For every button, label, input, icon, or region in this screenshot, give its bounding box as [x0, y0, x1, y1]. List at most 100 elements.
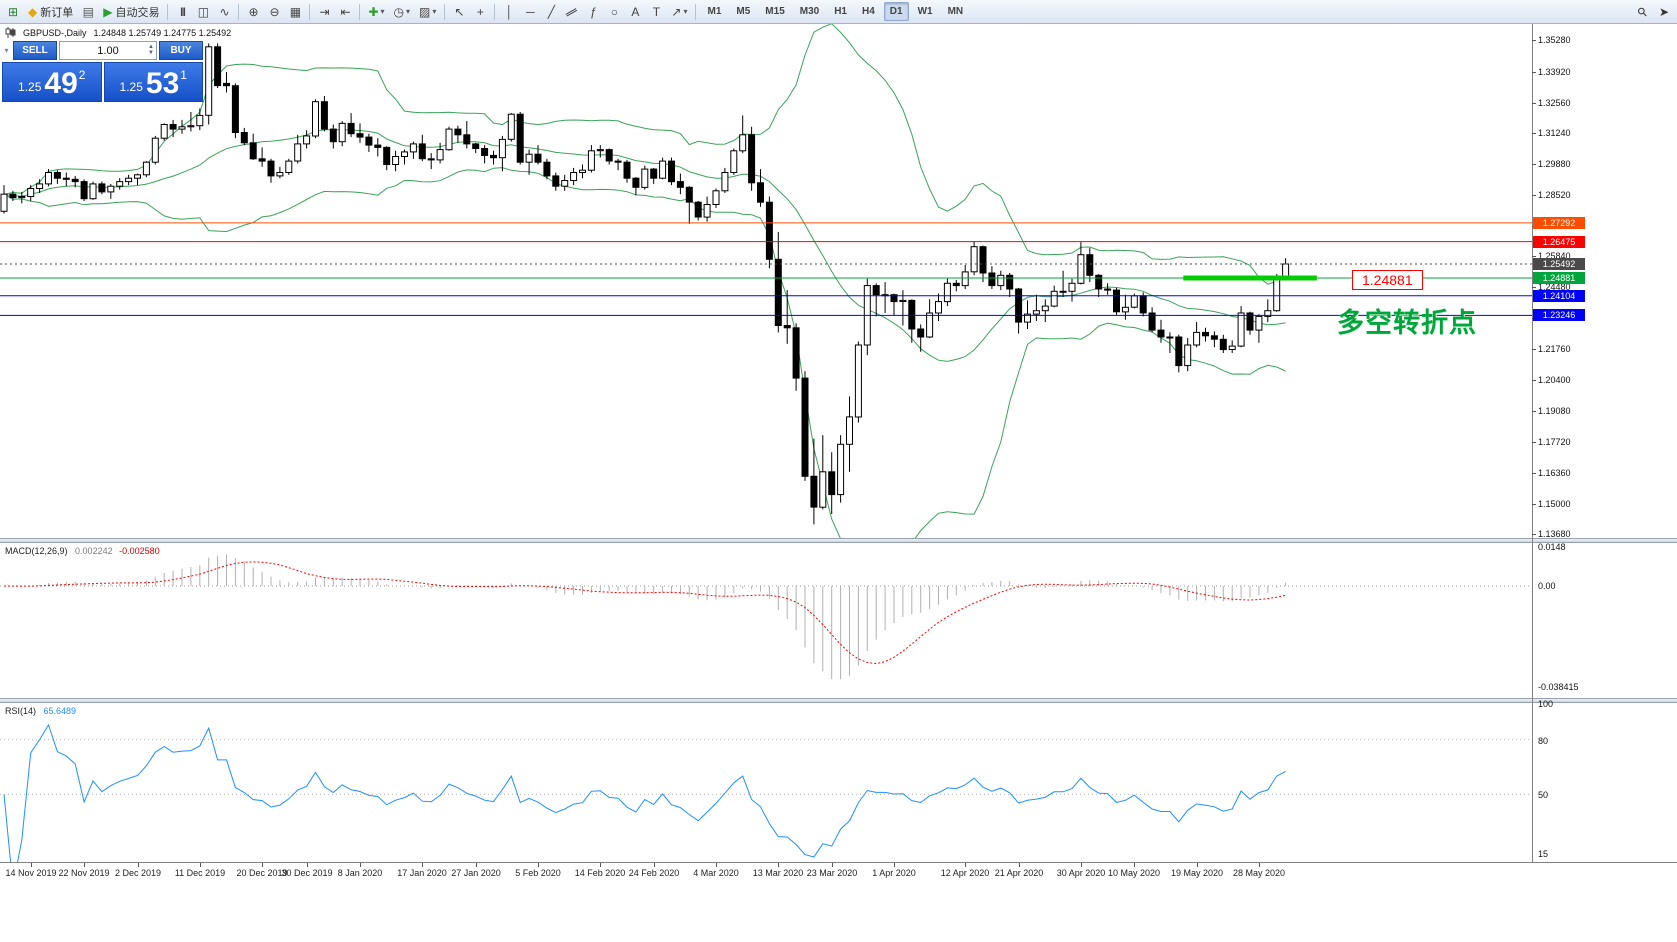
volume-input[interactable]: 1.00 ▲ ▼: [59, 41, 157, 60]
macd-axis-label: 0.0148: [1538, 542, 1566, 552]
search-button[interactable]: ⚲: [1632, 2, 1652, 22]
panel-separator[interactable]: [0, 698, 1677, 703]
line-chart-type-button[interactable]: ∿: [214, 2, 234, 22]
shapes-button[interactable]: ○: [604, 2, 624, 22]
indicators-button[interactable]: ✚ ▾: [364, 2, 388, 22]
periods-button[interactable]: ◷ ▾: [390, 2, 415, 22]
cursor-button[interactable]: ↖: [449, 2, 469, 22]
buy-button[interactable]: BUY: [159, 41, 203, 60]
autotrading-button-label: 自动交易: [115, 6, 160, 19]
timeframe-m15-button[interactable]: M15: [765, 6, 785, 17]
spinner-down-icon[interactable]: ▼: [148, 50, 154, 56]
channel-button[interactable]: ∥: [562, 2, 582, 22]
arrows-button[interactable]: ↗ ▾: [667, 2, 691, 22]
candle-body: [1246, 312, 1254, 331]
date-tick: [832, 863, 833, 867]
candle-body: [1113, 289, 1120, 313]
timeframe-h4-button[interactable]: H4: [862, 6, 875, 17]
candle-body: [107, 185, 115, 193]
one-click-collapse-arrow[interactable]: ▾: [4, 46, 9, 55]
panel-separator[interactable]: [0, 538, 1677, 543]
rsi-chart[interactable]: [0, 703, 1532, 862]
sell-price-panel[interactable]: 1.25 49 2: [2, 62, 102, 102]
x-axis-label: 14 Nov 2019: [5, 868, 57, 878]
candle-body: [614, 160, 622, 163]
timeframe-m1-button[interactable]: M1: [707, 6, 722, 17]
timeframe-mn-button[interactable]: MN: [947, 6, 964, 17]
x-axis-label: 12 Apr 2020: [940, 868, 990, 878]
spinner-up-icon[interactable]: ▲: [148, 44, 154, 50]
x-axis-label: 21 Apr 2020: [994, 868, 1044, 878]
magnifier-icon: ⚲: [1633, 3, 1651, 20]
buy-price-panel[interactable]: 1.25 53 1: [103, 62, 203, 102]
timeframe-m30-button[interactable]: M30: [799, 6, 820, 17]
candle-body: [650, 168, 658, 179]
candle-body: [1184, 344, 1192, 367]
timeframe-w1-button[interactable]: W1: [917, 6, 933, 17]
candlestick-chart-type-button[interactable]: ◫: [193, 2, 213, 22]
date-axis[interactable]: 14 Nov 2019 22 Nov 2019 2 Dec 2019 11 Dec 2…: [0, 862, 1677, 882]
macd-signal-line: [3, 561, 1286, 665]
candle-body: [249, 142, 257, 160]
quick-nav-button[interactable]: ➤: [1654, 2, 1674, 22]
template-icon: ▨: [419, 4, 431, 19]
candle-body: [730, 150, 738, 174]
bollinger-lower-band: [3, 167, 1286, 538]
candle-body: [596, 149, 604, 152]
crosshair-icon: +: [476, 4, 484, 19]
date-tick: [84, 863, 85, 867]
candle-body: [178, 126, 186, 130]
price-annotation-label[interactable]: 1.24881: [1352, 270, 1423, 290]
clock-icon: ◷: [393, 4, 405, 19]
candle-body: [392, 156, 400, 165]
new-order-button[interactable]: ◆ 新订单: [24, 2, 77, 22]
auto-scroll-button[interactable]: ⇥: [314, 2, 334, 22]
bar-chart-type-button[interactable]: |||: [172, 2, 192, 22]
date-tick: [1197, 863, 1198, 867]
turning-point-note[interactable]: 多空转折点: [1337, 308, 1477, 338]
macd-chart[interactable]: [0, 543, 1532, 698]
candle-body: [1015, 288, 1023, 323]
rsi-axis-label: 80: [1538, 736, 1549, 746]
sell-button[interactable]: SELL: [13, 41, 57, 60]
vertical-line-icon: │: [505, 4, 514, 19]
tile-windows-button[interactable]: ▦: [285, 2, 305, 22]
price-chart[interactable]: [0, 24, 1532, 538]
trendline-button[interactable]: ╱: [541, 2, 561, 22]
zoom-in-button[interactable]: ⊕: [243, 2, 263, 22]
candle-body: [445, 128, 453, 151]
crosshair-button[interactable]: +: [470, 2, 490, 22]
text-button[interactable]: A: [625, 2, 645, 22]
text-label-button[interactable]: T: [646, 2, 666, 22]
candle-body: [810, 475, 818, 508]
templates-button[interactable]: ▨ ▾: [415, 2, 440, 22]
timeframe-d1-button[interactable]: D1: [883, 2, 909, 21]
vertical-line-button[interactable]: │: [499, 2, 519, 22]
chart-profiles-button[interactable]: ▤: [78, 2, 98, 22]
date-tick: [31, 863, 32, 867]
sell-price-big: 49: [44, 67, 78, 100]
candle-body: [142, 161, 150, 176]
y-axis-label: 1.19080: [1538, 406, 1571, 416]
timeframe-m5-button[interactable]: M5: [736, 6, 751, 17]
zoom-out-icon: ⊖: [269, 4, 280, 19]
toolbar-separator: [444, 3, 446, 20]
volume-spinner[interactable]: ▲ ▼: [148, 44, 154, 56]
fibonacci-button[interactable]: ƒ: [583, 2, 603, 22]
timeframe-h1-button[interactable]: H1: [834, 6, 847, 17]
candle-body: [169, 124, 177, 130]
new-chart-button[interactable]: ⊞: [3, 2, 23, 22]
chart-shift-button[interactable]: ⇤: [335, 2, 355, 22]
candle-body: [9, 193, 17, 199]
zoom-out-button[interactable]: ⊖: [264, 2, 284, 22]
zoom-in-icon: ⊕: [248, 4, 259, 19]
autotrading-button[interactable]: ▶ 自动交易: [99, 2, 163, 22]
x-axis-label: 2 Dec 2019: [114, 868, 162, 878]
candle-body: [890, 294, 898, 303]
candle-body: [1050, 290, 1058, 307]
x-axis-label: 13 Mar 2020: [752, 868, 804, 878]
candle-body: [774, 258, 782, 326]
auto-scroll-icon: ⇥: [319, 4, 330, 19]
candle-body: [988, 272, 996, 287]
horizontal-line-button[interactable]: ─: [520, 2, 540, 22]
